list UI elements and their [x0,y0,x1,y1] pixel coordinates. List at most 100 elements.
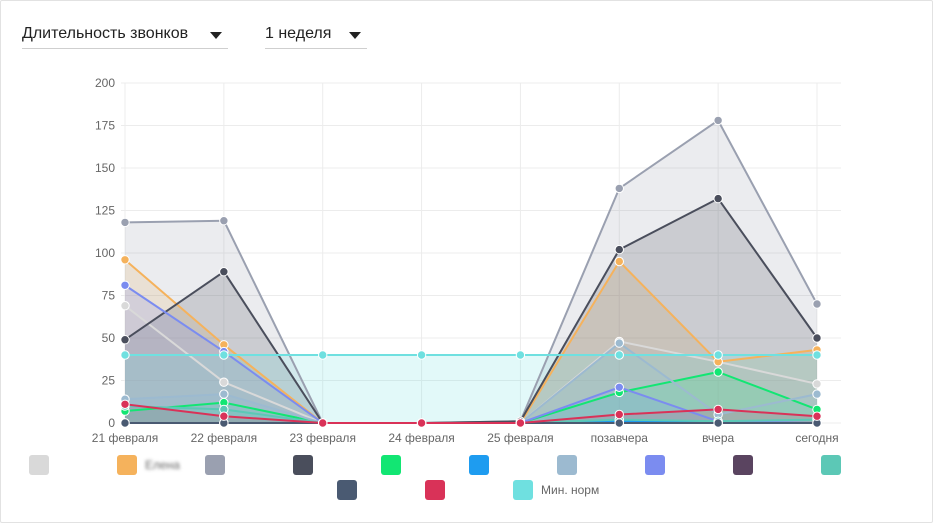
data-point [120,217,130,228]
legend-item [293,455,313,475]
legend-swatch [117,455,137,475]
metric-select[interactable]: Длительность звонков [22,22,228,49]
metric-select-value: Длительность звонков [22,25,189,42]
legend-item: Елена [117,455,180,475]
data-point [219,216,229,226]
legend-item [381,455,401,475]
data-point [120,280,130,290]
series-area [125,198,817,423]
legend-item [425,480,445,500]
x-tick-label: 21 февраля [92,431,158,445]
legend-swatch [557,455,577,475]
legend-label: Елена [145,458,180,472]
legend-swatch [645,455,665,475]
x-tick-label: вчера [702,431,734,445]
dropdown-arrow-icon [210,32,222,39]
series-area [125,372,817,423]
data-point [812,299,822,309]
period-select[interactable]: 1 неделя [265,22,367,49]
data-point [318,418,328,428]
legend-swatch [469,455,489,475]
series-area [125,259,817,423]
period-select-value: 1 неделя [265,25,332,42]
data-point [219,377,229,387]
y-tick-label: 175 [95,119,115,133]
y-tick-label: 200 [95,76,115,90]
data-point [219,350,229,360]
x-axis: 21 февраля 22 февраля 23 февраля 24 февраля… [92,431,839,445]
series-area [125,355,817,423]
data-point [812,411,822,421]
x-tick-label: 22 февраля [191,431,257,445]
data-point [614,418,624,428]
legend-item [557,455,577,475]
data-point [812,350,822,360]
legend-item: Мин. норм [513,480,599,500]
y-tick-label: 100 [95,246,115,260]
series-area [125,343,817,423]
y-tick-label: 75 [102,289,116,303]
legend-swatch [205,455,225,475]
series-line [124,403,818,424]
y-tick-label: 50 [102,331,116,345]
data-point [614,409,624,420]
y-tick-label: 0 [108,416,115,430]
data-point [120,255,130,265]
data-point [219,389,229,399]
legend-swatch [425,480,445,500]
x-tick-label: 25 февраля [487,431,553,445]
data-point [614,256,624,267]
legend-swatch [29,455,49,475]
legend-item [469,455,489,475]
data-point [614,350,624,360]
data-point [120,399,130,409]
x-tick-label: позавчера [591,431,649,445]
legend-swatch [337,480,357,500]
y-tick-label: 150 [95,161,115,175]
x-tick-label: 23 февраля [289,431,355,445]
x-tick-label: 24 февраля [388,431,454,445]
series-area [125,404,817,423]
data-point [614,338,624,348]
x-tick-label: сегодня [795,431,838,445]
legend-item [205,455,225,475]
data-point [515,418,526,428]
data-point [713,115,723,126]
legend-swatch [821,455,841,475]
y-tick-label: 125 [95,204,115,218]
data-point [515,350,526,360]
data-point [219,411,229,421]
dropdown-arrow-icon [349,32,361,39]
data-point [812,333,822,343]
legend-item [733,455,753,475]
data-point [318,350,328,360]
data-point [120,418,130,428]
legend-item [29,455,49,475]
data-point [416,350,427,360]
legend-swatch [513,480,533,500]
legend-item [337,480,357,500]
data-point [713,418,723,428]
series-area [125,305,817,423]
legend-item [821,455,841,475]
data-point [812,379,822,389]
data-point [713,193,723,204]
data-point [812,389,822,399]
legend-swatch [733,455,753,475]
y-axis: 0 25 50 75 100 125 150 175 200 [95,76,115,430]
chart-legend: Елена Мин. норм [29,455,841,500]
data-point [713,404,723,415]
series-points [120,115,822,428]
data-point [120,301,130,311]
series-lines [124,119,818,424]
data-point [713,350,723,360]
data-point [614,382,624,392]
data-point [614,183,624,194]
data-point [120,335,130,345]
legend-swatch [293,455,313,475]
series-areas [125,120,817,424]
y-tick-label: 25 [102,374,116,388]
chart-grid [121,82,841,427]
